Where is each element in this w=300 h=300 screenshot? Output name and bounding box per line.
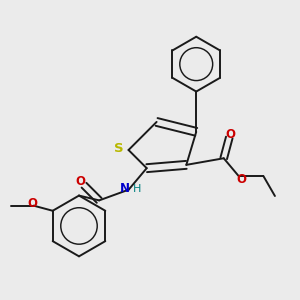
Text: S: S xyxy=(115,142,124,155)
Text: O: O xyxy=(27,197,37,211)
Text: O: O xyxy=(237,173,247,186)
Text: O: O xyxy=(225,128,235,141)
Text: O: O xyxy=(76,176,86,188)
Text: H: H xyxy=(133,184,141,194)
Text: N: N xyxy=(120,182,130,195)
